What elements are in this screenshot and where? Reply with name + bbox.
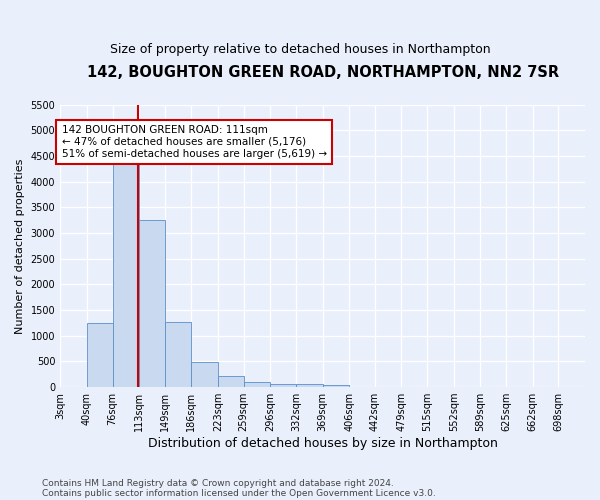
Text: Size of property relative to detached houses in Northampton: Size of property relative to detached ho… [110, 42, 490, 56]
X-axis label: Distribution of detached houses by size in Northampton: Distribution of detached houses by size … [148, 437, 497, 450]
Bar [323, 385, 349, 387]
Bar [86, 323, 113, 387]
Bar [113, 164, 139, 387]
Bar [296, 384, 323, 387]
Bar [270, 384, 296, 387]
Bar [191, 362, 218, 387]
Bar [218, 376, 244, 387]
Text: Contains public sector information licensed under the Open Government Licence v3: Contains public sector information licen… [42, 488, 436, 498]
Title: 142, BOUGHTON GREEN ROAD, NORTHAMPTON, NN2 7SR: 142, BOUGHTON GREEN ROAD, NORTHAMPTON, N… [86, 65, 559, 80]
Y-axis label: Number of detached properties: Number of detached properties [15, 158, 25, 334]
Text: 142 BOUGHTON GREEN ROAD: 111sqm
← 47% of detached houses are smaller (5,176)
51%: 142 BOUGHTON GREEN ROAD: 111sqm ← 47% of… [62, 126, 327, 158]
Text: Contains HM Land Registry data © Crown copyright and database right 2024.: Contains HM Land Registry data © Crown c… [42, 478, 394, 488]
Bar [244, 382, 270, 387]
Bar [139, 220, 165, 387]
Bar [165, 322, 191, 387]
